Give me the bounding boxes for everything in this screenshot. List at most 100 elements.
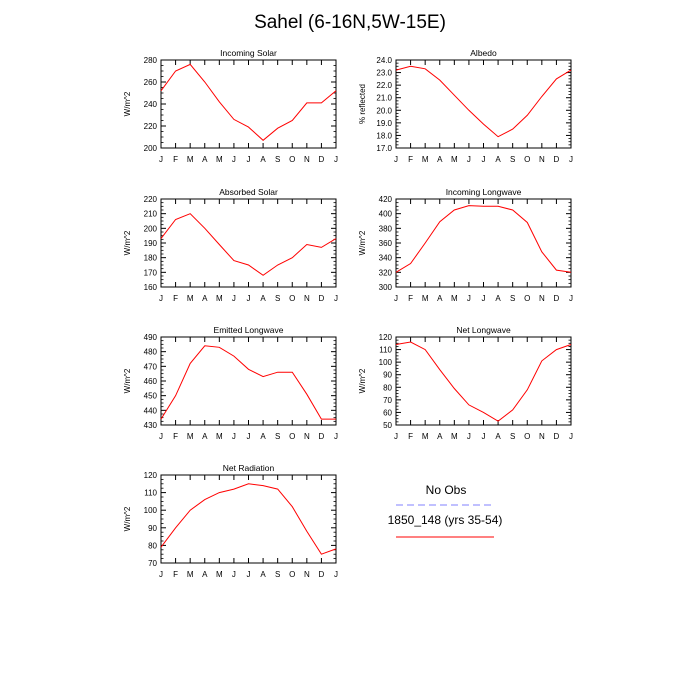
y-tick-label: 120 xyxy=(379,333,393,342)
x-tick-label: S xyxy=(275,294,280,303)
y-tick-label: 420 xyxy=(379,195,393,204)
x-tick-label: M xyxy=(216,155,223,164)
chart-title: Net Longwave xyxy=(456,325,511,335)
page-title: Sahel (6-16N,5W-15E) xyxy=(254,12,446,33)
y-tick-label: 110 xyxy=(379,346,392,355)
x-tick-label: A xyxy=(437,294,443,303)
series-line xyxy=(395,205,572,273)
x-tick-label: N xyxy=(304,155,310,164)
legend-label-model: 1850_148 (yrs 35-54) xyxy=(388,513,503,527)
x-tick-label: M xyxy=(422,294,429,303)
plot-frame xyxy=(160,336,337,426)
series-line xyxy=(160,483,337,555)
y-axis-label: W/m^2 xyxy=(358,368,367,393)
y-axis-label: W/m^2 xyxy=(123,506,132,531)
x-tick-label: S xyxy=(275,155,280,164)
y-tick-label: 80 xyxy=(383,383,392,392)
x-tick-label: D xyxy=(554,432,560,441)
x-tick-label: O xyxy=(524,294,530,303)
y-tick-label: 160 xyxy=(144,283,158,292)
x-tick-label: M xyxy=(187,570,194,579)
series-line xyxy=(160,63,337,141)
chart-title: Net Radiation xyxy=(223,463,275,473)
y-tick-label: 450 xyxy=(144,392,158,401)
x-tick-label: N xyxy=(304,432,310,441)
x-tick-label: A xyxy=(260,294,266,303)
x-tick-label: M xyxy=(216,570,223,579)
y-tick-label: 220 xyxy=(144,122,158,131)
y-axis-label: W/m^2 xyxy=(123,368,132,393)
x-tick-label: M xyxy=(187,155,194,164)
y-tick-label: 21.0 xyxy=(376,94,392,103)
x-tick-label: M xyxy=(216,432,223,441)
x-tick-label: J xyxy=(394,155,398,164)
x-tick-label: F xyxy=(173,155,178,164)
x-tick-label: J xyxy=(247,155,251,164)
chart-albedo: Albedo 17.0 18.0 19.0 20.0 21.0 22.0 23.0 24.0 J F… xyxy=(358,48,573,164)
y-axis-label: W/m^2 xyxy=(123,230,132,255)
x-tick-label: N xyxy=(304,294,310,303)
plot-frame xyxy=(395,336,572,426)
x-tick-label: J xyxy=(159,155,163,164)
x-tick-label: F xyxy=(173,432,178,441)
x-tick-label: A xyxy=(202,570,208,579)
x-tick-label: A xyxy=(202,155,208,164)
series-line xyxy=(395,65,572,138)
x-tick-label: D xyxy=(319,155,325,164)
x-tick-label: N xyxy=(539,294,545,303)
y-tick-label: 120 xyxy=(144,471,158,480)
y-tick-label: 23.0 xyxy=(376,69,392,78)
y-tick-label: 240 xyxy=(144,100,158,109)
x-tick-label: O xyxy=(524,155,530,164)
y-tick-label: 170 xyxy=(144,268,158,277)
x-tick-label: O xyxy=(289,432,295,441)
x-tick-label: N xyxy=(539,155,545,164)
plot-frame xyxy=(395,59,572,149)
x-tick-label: D xyxy=(319,432,325,441)
x-tick-label: A xyxy=(495,155,501,164)
x-tick-label: S xyxy=(510,432,515,441)
y-tick-label: 190 xyxy=(144,239,158,248)
x-tick-label: J xyxy=(482,294,486,303)
y-tick-label: 200 xyxy=(144,144,158,153)
x-tick-label: J xyxy=(334,570,338,579)
y-axis-label: % reflected xyxy=(358,84,367,124)
x-tick-label: J xyxy=(482,155,486,164)
x-tick-label: J xyxy=(232,294,236,303)
x-tick-label: D xyxy=(319,294,325,303)
chart-title: Incoming Longwave xyxy=(446,187,522,197)
x-tick-label: O xyxy=(524,432,530,441)
y-tick-label: 280 xyxy=(144,56,158,65)
x-tick-label: J xyxy=(569,155,573,164)
x-tick-label: A xyxy=(202,432,208,441)
y-tick-label: 200 xyxy=(144,224,158,233)
y-tick-label: 50 xyxy=(383,421,392,430)
chart-title: Albedo xyxy=(470,48,497,58)
y-tick-label: 430 xyxy=(144,421,158,430)
y-tick-label: 18.0 xyxy=(376,131,392,140)
x-tick-label: O xyxy=(289,294,295,303)
y-tick-label: 260 xyxy=(144,78,158,87)
x-tick-label: S xyxy=(275,432,280,441)
x-tick-label: J xyxy=(247,570,251,579)
chart-incoming-longwave: Incoming Longwave 300 320 340 360 380 400 420 J F… xyxy=(358,187,573,303)
x-tick-label: J xyxy=(232,155,236,164)
chart-title: Emitted Longwave xyxy=(214,325,284,335)
x-tick-label: J xyxy=(334,155,338,164)
legend: No Obs 1850_148 (yrs 35-54) xyxy=(388,483,503,538)
x-tick-label: J xyxy=(394,432,398,441)
y-tick-label: 480 xyxy=(144,348,158,357)
x-tick-label: J xyxy=(569,432,573,441)
x-tick-label: F xyxy=(173,570,178,579)
y-tick-label: 80 xyxy=(148,541,157,550)
x-tick-label: F xyxy=(408,432,413,441)
y-tick-label: 60 xyxy=(383,408,392,417)
y-tick-label: 19.0 xyxy=(376,119,392,128)
x-tick-label: M xyxy=(187,432,194,441)
x-tick-label: J xyxy=(482,432,486,441)
